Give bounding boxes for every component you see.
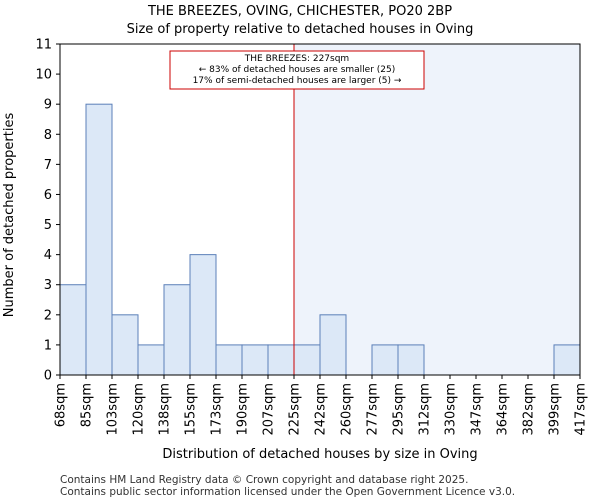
annotation-line-2: ← 83% of detached houses are smaller (25…: [199, 65, 396, 75]
bar-85sqm: [85, 103, 113, 376]
bar-225sqm: [293, 344, 321, 376]
chart-title: THE BREEZES, OVING, CHICHESTER, PO20 2BP: [147, 4, 452, 19]
x-tick-label: 155sqm: [184, 383, 199, 436]
bar-207sqm: [267, 344, 295, 376]
annotation-box: THE BREEZES: 227sqm ← 83% of detached ho…: [169, 50, 425, 90]
bar-399sqm: [553, 344, 581, 376]
x-tick-label: 138sqm: [158, 383, 173, 436]
x-tick-label: 225sqm: [288, 383, 303, 436]
y-tick-label: 2: [44, 308, 52, 323]
y-tick-label: 5: [44, 218, 52, 233]
y-tick-label: 7: [44, 158, 52, 173]
x-tick-label: 382sqm: [522, 383, 537, 436]
x-tick-label: 364sqm: [496, 383, 511, 436]
chart-subtitle: Size of property relative to detached ho…: [127, 22, 474, 37]
x-tick-label: 68sqm: [54, 383, 69, 427]
x-tick-label: 242sqm: [314, 383, 329, 436]
x-tick-label: 120sqm: [132, 383, 147, 436]
x-tick-label: 277sqm: [366, 383, 381, 436]
bar-190sqm: [241, 344, 269, 376]
footer-line-2: Contains public sector information licen…: [60, 486, 515, 498]
x-tick-label: 312sqm: [418, 383, 433, 436]
x-tick-label: 173sqm: [210, 383, 225, 436]
y-tick-label: 4: [44, 248, 52, 263]
bar-68sqm: [59, 284, 87, 376]
x-axis-label: Distribution of detached houses by size …: [162, 447, 477, 462]
bar-277sqm: [371, 344, 399, 376]
x-tick-label: 417sqm: [574, 383, 589, 436]
bar-120sqm: [137, 344, 165, 376]
bar-242sqm: [319, 314, 347, 376]
y-tick-label: 1: [44, 338, 52, 353]
y-tick-label: 9: [44, 98, 52, 113]
y-tick-label: 3: [44, 278, 52, 293]
x-tick-label: 190sqm: [236, 383, 251, 436]
plot-area: 0 1 2 3 4 5 6 7 8 9 10 11 68sqm 85sqm 103sqm 120sqm 138…: [35, 38, 588, 436]
x-tick-label: 85sqm: [80, 383, 95, 427]
y-tick-label: 10: [35, 68, 52, 83]
x-tick-label: 330sqm: [444, 383, 459, 436]
y-axis-label: Number of detached properties: [2, 113, 17, 318]
bar-103sqm: [111, 314, 139, 376]
x-tick-label: 103sqm: [106, 383, 121, 436]
bar-138sqm: [163, 284, 191, 376]
x-tick-label: 260sqm: [340, 383, 355, 436]
bar-295sqm: [397, 344, 425, 376]
y-tick-label: 6: [44, 188, 52, 203]
x-tick-label: 399sqm: [548, 383, 563, 436]
annotation-line-3: 17% of semi-detached houses are larger (…: [193, 76, 402, 86]
y-tick-label: 8: [44, 128, 52, 143]
y-tick-label: 11: [35, 38, 52, 53]
x-tick-label: 295sqm: [392, 383, 407, 436]
bar-155sqm: [189, 254, 217, 376]
bar-173sqm: [215, 344, 243, 376]
y-tick-label: 0: [44, 369, 52, 384]
x-tick-label: 347sqm: [470, 383, 485, 436]
annotation-line-1: THE BREEZES: 227sqm: [244, 54, 349, 64]
x-tick-label: 207sqm: [262, 383, 277, 436]
footer-line-1: Contains HM Land Registry data © Crown c…: [60, 474, 468, 486]
